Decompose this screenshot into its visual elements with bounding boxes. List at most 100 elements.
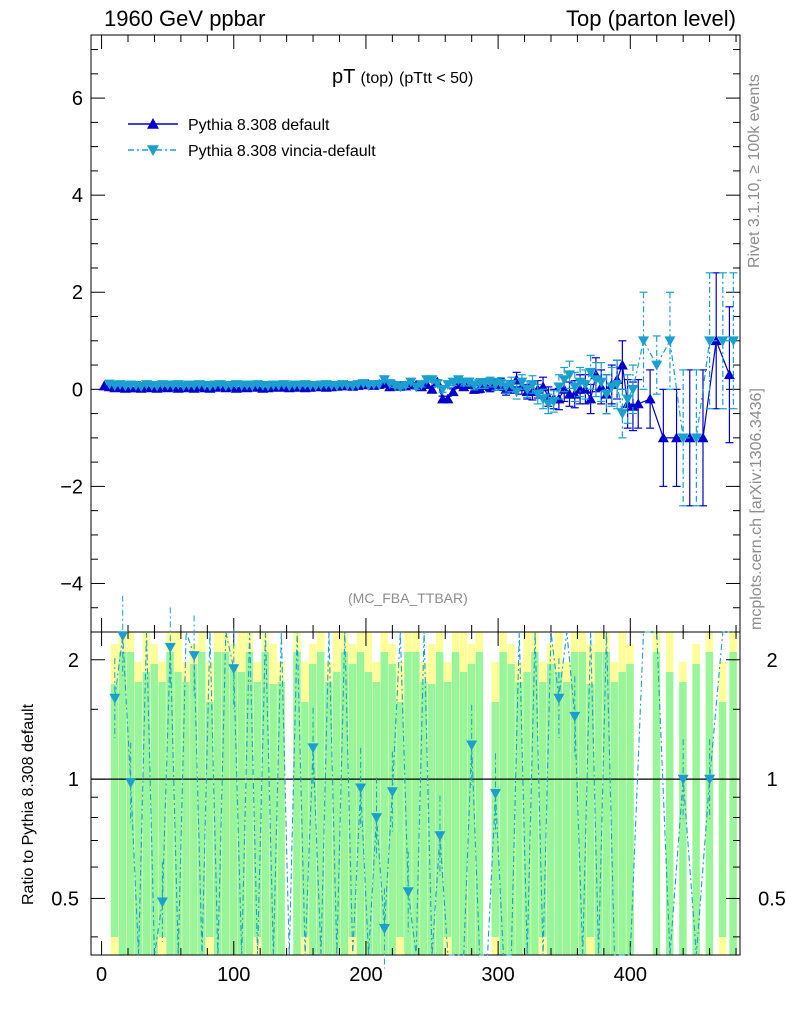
ratio-frame — [90, 631, 741, 956]
point-vincia — [690, 433, 702, 444]
ratio-point-vincia — [164, 642, 176, 653]
rivet-label: Rivet 3.1.10, ≥ 100k events — [746, 74, 763, 268]
band-green — [547, 664, 555, 955]
point-vincia — [373, 380, 385, 390]
ratio-y-tick-label-right: 2 — [766, 650, 777, 672]
ratio-y-tick-label: 2 — [68, 650, 79, 672]
band-green — [142, 672, 150, 955]
band-green — [467, 664, 476, 955]
plot-title-cut: (pTtt < 50) — [399, 70, 474, 87]
band-green — [293, 652, 301, 955]
band-green — [205, 702, 214, 937]
watermark: (MC_FBA_TTBAR) — [348, 590, 468, 606]
point-vincia — [585, 367, 597, 378]
band-green — [718, 702, 727, 937]
plot-title-sub: (top) — [360, 70, 394, 87]
band-green — [626, 664, 634, 955]
band-green — [150, 664, 158, 955]
point-vincia — [627, 384, 639, 395]
ratio-point-vincia — [569, 711, 581, 722]
ratio-point-vincia — [466, 740, 478, 751]
point-vincia — [526, 380, 538, 390]
point-vincia — [505, 380, 517, 390]
point-default — [442, 393, 454, 404]
legend-label-vincia: Pythia 8.308 vincia-default — [188, 143, 376, 160]
band-green — [570, 652, 579, 955]
point-default — [632, 398, 644, 409]
band-green — [404, 652, 412, 955]
legend-marker-default — [147, 118, 159, 129]
band-green — [451, 652, 460, 955]
point-default — [723, 369, 735, 380]
band-green — [475, 652, 484, 955]
band-green — [531, 652, 539, 955]
ratio-y-tick-label-right: 0.5 — [758, 888, 786, 910]
ratio-point-vincia — [228, 664, 240, 675]
y-tick-label: 0 — [72, 379, 83, 401]
point-vincia — [579, 380, 591, 390]
ratio-y-tick-label: 1 — [68, 769, 79, 791]
band-green — [253, 682, 262, 937]
band-green — [515, 682, 523, 955]
point-vincia — [717, 336, 729, 347]
band-green — [380, 652, 388, 955]
ratio-uncertainty-bands — [110, 632, 737, 955]
point-default — [657, 432, 669, 443]
point-vincia — [521, 384, 533, 395]
point-default — [616, 359, 628, 370]
band-green — [182, 682, 190, 955]
y-tick-label: 2 — [72, 282, 83, 304]
band-green — [412, 652, 420, 955]
ratio-point-vincia — [704, 774, 716, 785]
band-green — [364, 672, 373, 955]
point-default — [644, 393, 656, 404]
point-vincia — [378, 375, 390, 386]
band-green — [586, 684, 595, 937]
band-green — [692, 664, 700, 955]
band-green — [174, 672, 182, 955]
point-vincia — [616, 409, 628, 420]
ratio-y-axis-title: Ratio to Pythia 8.308 default — [20, 703, 37, 905]
band-green — [652, 652, 661, 955]
point-vincia — [595, 377, 607, 388]
x-tick-label: 100 — [217, 964, 250, 986]
ratio-point-vincia — [677, 774, 689, 785]
ratio-point-vincia — [386, 787, 398, 798]
point-vincia — [558, 375, 570, 386]
ratio-point-vincia — [109, 693, 121, 704]
ratio-panel-data — [109, 595, 734, 969]
band-green — [610, 682, 618, 955]
band-green — [443, 682, 452, 937]
ratio-point-vincia — [355, 783, 367, 794]
band-green — [562, 682, 571, 955]
y-tick-label: 4 — [72, 185, 83, 207]
band-green — [190, 664, 198, 955]
point-vincia — [727, 336, 739, 347]
point-vincia — [622, 394, 634, 405]
band-green — [602, 652, 610, 955]
point-vincia — [638, 336, 650, 347]
band-green — [261, 652, 269, 955]
band-green — [539, 682, 547, 937]
point-vincia — [600, 389, 612, 400]
ratio-point-vincia — [307, 743, 319, 754]
legend: Pythia 8.308 default Pythia 8.308 vincia-… — [128, 117, 376, 160]
band-green — [435, 652, 444, 955]
point-vincia — [463, 377, 475, 388]
ratio-vincia-line — [114, 631, 734, 956]
band-green — [340, 652, 349, 955]
point-vincia — [431, 379, 443, 389]
point-vincia — [704, 336, 716, 347]
point-default — [426, 383, 438, 394]
legend-label-default: Pythia 8.308 default — [188, 117, 330, 134]
plot-title-main: pT — [332, 66, 355, 88]
y-tick-label: 6 — [72, 88, 83, 110]
point-vincia — [611, 380, 623, 390]
band-green — [665, 672, 674, 955]
band-green — [507, 664, 515, 955]
band-green — [245, 652, 254, 955]
band-green — [594, 652, 603, 955]
ratio-point-vincia — [402, 887, 414, 898]
band-green — [229, 664, 238, 955]
